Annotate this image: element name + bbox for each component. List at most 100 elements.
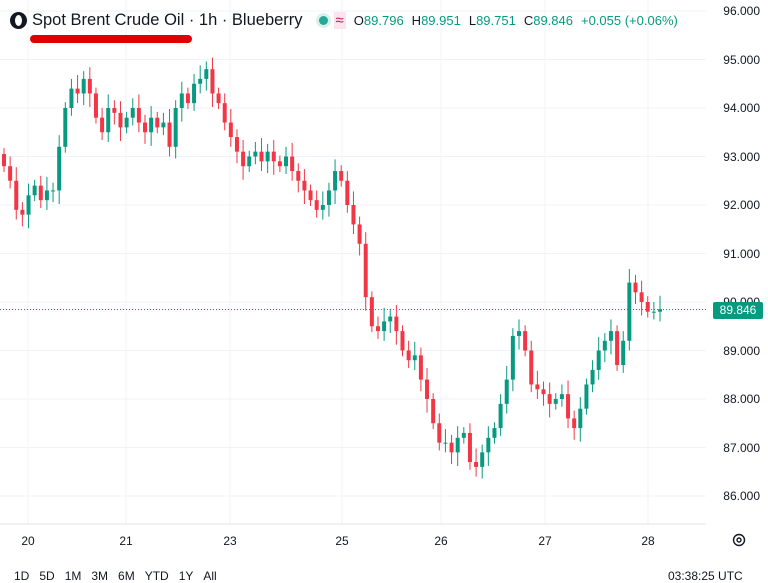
- candle-body: [259, 151, 264, 162]
- candle: [253, 141, 258, 165]
- candle: [173, 100, 178, 159]
- y-tick-label: 87.000: [723, 440, 760, 455]
- x-tick-label: 21: [119, 534, 133, 548]
- candle: [510, 328, 515, 392]
- candle-body: [198, 78, 203, 84]
- range-1m-button[interactable]: 1M: [64, 569, 82, 583]
- candle: [639, 280, 644, 316]
- candle: [247, 150, 252, 173]
- candle-body: [486, 437, 491, 453]
- change-value: +0.055 (+0.06%): [580, 12, 678, 28]
- candle-body: [271, 151, 276, 162]
- candle: [504, 366, 509, 414]
- candle-body: [179, 93, 184, 108]
- candle-body: [69, 88, 74, 108]
- candle: [357, 216, 362, 256]
- candle: [394, 304, 399, 345]
- candle: [412, 341, 417, 370]
- candle-body: [474, 462, 479, 467]
- candle-body: [425, 379, 430, 399]
- candle-body: [658, 309, 662, 312]
- close-value: C89.846: [523, 12, 573, 28]
- candle-body: [541, 389, 546, 395]
- candle-body: [247, 156, 252, 167]
- candle: [51, 182, 56, 203]
- candle-body: [369, 297, 374, 327]
- y-tick-label: 88.000: [723, 392, 760, 406]
- candle: [271, 140, 276, 175]
- high-value: H89.951: [411, 12, 461, 28]
- utc-clock: 03:38:25 UTC: [668, 569, 743, 583]
- candle: [234, 129, 239, 164]
- candle: [32, 179, 37, 202]
- y-tick-label: 94.000: [723, 101, 760, 115]
- chart-title: Spot Brent Crude Oil · 1h · Blueberry: [32, 10, 303, 29]
- y-tick-label: 96.000: [723, 4, 760, 18]
- candle: [216, 87, 221, 109]
- candle-body: [130, 108, 135, 118]
- candle: [621, 331, 626, 373]
- candle-body: [584, 384, 589, 409]
- candle-body: [118, 112, 123, 128]
- candle-body: [75, 88, 80, 94]
- candle: [69, 78, 74, 116]
- candle-body: [185, 93, 190, 104]
- range-1d-button[interactable]: 1D: [14, 569, 30, 583]
- candle: [474, 448, 479, 477]
- candle-body: [529, 350, 534, 385]
- candle-body: [449, 442, 454, 453]
- low-value: L89.751: [468, 12, 516, 28]
- candle-body: [590, 369, 595, 385]
- gear-icon[interactable]: [731, 532, 747, 548]
- candle: [615, 325, 620, 371]
- candle-body: [167, 122, 172, 147]
- candle: [418, 347, 423, 392]
- candle: [57, 135, 62, 205]
- candle: [118, 101, 123, 141]
- candle-body: [44, 190, 49, 201]
- candle: [296, 163, 301, 193]
- candle: [492, 422, 497, 444]
- range-all-button[interactable]: All: [203, 569, 217, 583]
- candle: [320, 191, 325, 220]
- range-3m-button[interactable]: 3M: [91, 569, 109, 583]
- candle-body: [253, 151, 258, 157]
- candle: [375, 316, 380, 339]
- candle: [112, 100, 117, 125]
- candle: [400, 325, 405, 357]
- candle: [627, 269, 632, 351]
- candle: [486, 426, 491, 466]
- range-5d-button[interactable]: 5D: [39, 569, 55, 583]
- candle: [467, 423, 472, 470]
- candle-body: [645, 302, 650, 312]
- candle: [645, 296, 650, 318]
- range-ytd-button[interactable]: YTD: [144, 569, 169, 583]
- candle-body: [621, 340, 626, 366]
- candle: [369, 291, 374, 333]
- candle-body: [639, 292, 644, 302]
- candle: [523, 325, 528, 357]
- candle-body: [51, 190, 56, 192]
- candle: [161, 112, 166, 136]
- candle-body: [222, 103, 227, 123]
- candle: [198, 65, 203, 94]
- wave-icon[interactable]: ≈: [333, 11, 346, 29]
- candle: [130, 98, 135, 126]
- candle-body: [443, 442, 448, 444]
- candle-body: [173, 108, 178, 147]
- candle: [651, 302, 656, 320]
- candle-body: [406, 350, 411, 361]
- candle-body: [627, 282, 632, 341]
- candle: [8, 156, 13, 189]
- candle-body: [363, 243, 368, 298]
- candle-body: [480, 452, 485, 467]
- candle-body: [241, 151, 246, 167]
- range-1y-button[interactable]: 1Y: [178, 569, 194, 583]
- candle-body: [553, 399, 558, 404]
- candle-body: [351, 205, 356, 225]
- candle: [566, 380, 571, 429]
- x-tick-label: 27: [538, 534, 552, 548]
- candle-body: [596, 350, 601, 370]
- range-6m-button[interactable]: 6M: [118, 569, 135, 583]
